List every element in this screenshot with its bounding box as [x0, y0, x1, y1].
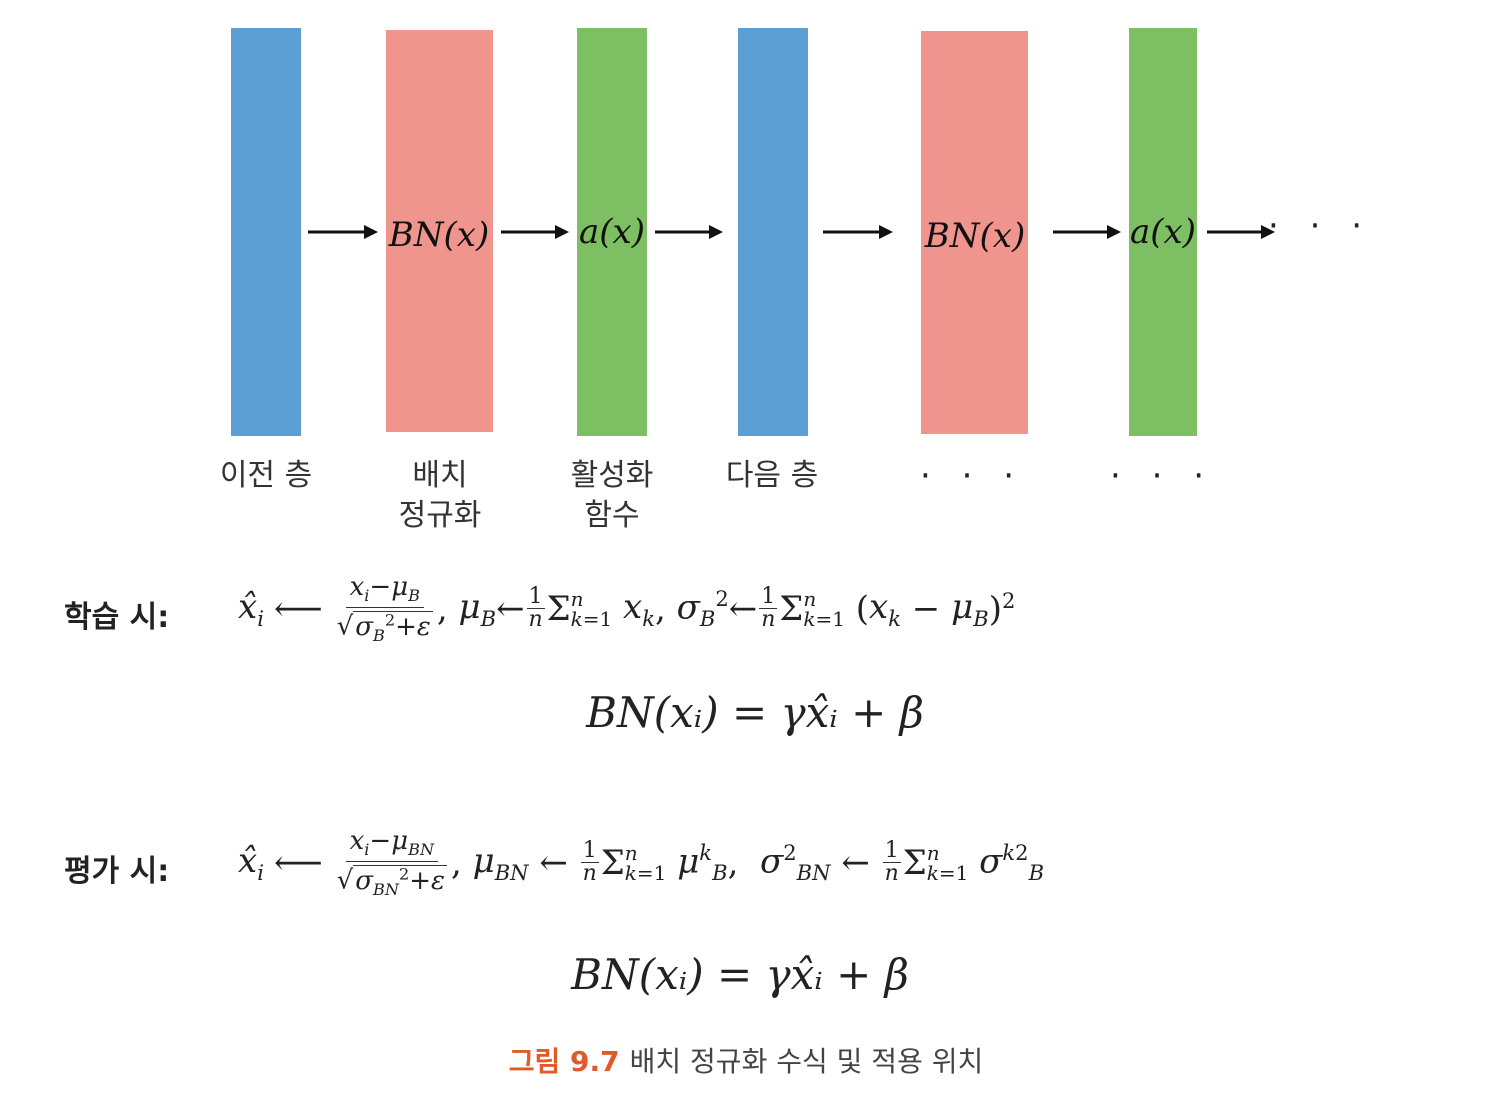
activation-block-2: [1129, 28, 1197, 436]
arrow-icon: [1207, 225, 1275, 239]
figure-number: 그림 9.7: [508, 1045, 620, 1078]
caption-next-layer: 다음 층: [726, 456, 818, 496]
caption-prev-layer: 이전 층: [220, 456, 312, 496]
arrow-icon: [1053, 225, 1121, 239]
prev-layer-block: [231, 28, 301, 436]
batch-norm-block-1: [386, 30, 493, 432]
caption-line: 함수: [584, 498, 640, 533]
caption-line: 이전 층: [219, 458, 313, 493]
eval-label: 평가 시:: [64, 854, 170, 889]
bn-label-1: BN(x): [388, 215, 490, 255]
caption-dots-1: · · ·: [919, 456, 1025, 496]
arrow-icon: [308, 225, 378, 239]
next-layer-block: [738, 28, 808, 436]
arrow-icon: [655, 225, 723, 239]
caption-line: 활성화: [570, 458, 654, 493]
bn-label-2: BN(x): [924, 216, 1026, 256]
arrow-icon: [501, 225, 569, 239]
arrow-icon: [823, 225, 893, 239]
figure-caption: 그림 9.7 배치 정규화 수식 및 적용 위치: [509, 1040, 984, 1080]
trailing-dots: · · ·: [1267, 206, 1373, 246]
caption-batch-norm: 배치 정규화: [399, 456, 482, 536]
act-label-1: a(x): [579, 212, 645, 252]
figure-caption-text: 배치 정규화 수식 및 적용 위치: [629, 1045, 984, 1078]
caption-dots-2: · · ·: [1109, 456, 1215, 496]
train-bn-equation: BN(xᵢ) = γx̂ᵢ + β: [586, 688, 924, 737]
act-label-2: a(x): [1130, 212, 1196, 252]
activation-block-1: [577, 28, 647, 436]
caption-line: 정규화: [398, 498, 482, 533]
caption-activation: 활성화 함수: [571, 456, 654, 536]
train-label: 학습 시:: [64, 600, 170, 635]
caption-line: 다음 층: [725, 458, 819, 493]
batch-norm-block-2: [921, 31, 1028, 434]
eval-bn-equation: BN(xᵢ) = γx̂ᵢ + β: [571, 950, 909, 999]
caption-line: 배치: [412, 458, 468, 493]
